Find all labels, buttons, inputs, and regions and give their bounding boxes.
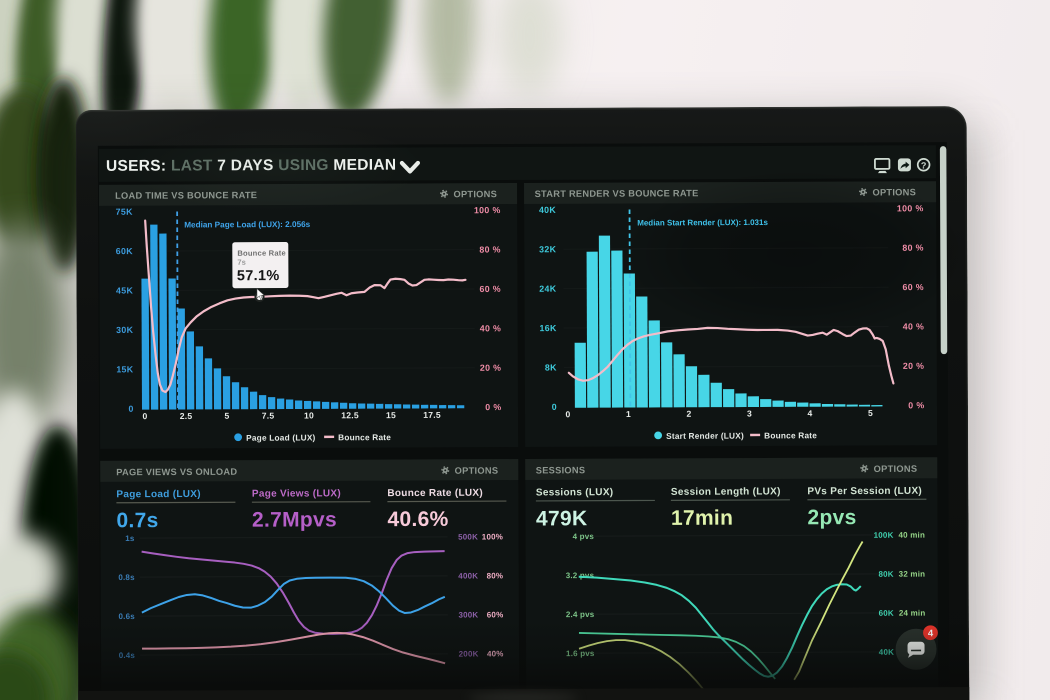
svg-text:479K: 479K <box>536 507 588 530</box>
svg-text:32K: 32K <box>539 244 557 254</box>
svg-text:40 %: 40 % <box>480 323 501 333</box>
svg-text:500K: 500K <box>458 532 478 541</box>
svg-text:Bounce Rate: Bounce Rate <box>338 432 391 442</box>
svg-text:?: ? <box>921 160 927 170</box>
svg-text:40K: 40K <box>539 205 557 215</box>
svg-text:1: 1 <box>626 409 631 419</box>
svg-text:0.8s: 0.8s <box>118 573 135 582</box>
svg-text:60 %: 60 % <box>479 284 500 294</box>
svg-text:60K: 60K <box>879 609 894 618</box>
svg-text:0.7s: 0.7s <box>116 509 158 532</box>
svg-text:2: 2 <box>687 409 692 419</box>
svg-text:57.1%: 57.1% <box>237 268 280 284</box>
svg-text:5: 5 <box>868 408 873 418</box>
svg-text:0.6s: 0.6s <box>119 612 136 621</box>
svg-text:12.5: 12.5 <box>341 410 359 420</box>
svg-text:OPTIONS: OPTIONS <box>453 189 497 199</box>
svg-text:80 %: 80 % <box>902 243 923 253</box>
svg-text:17.5: 17.5 <box>423 410 441 420</box>
svg-text:0 %: 0 % <box>485 402 501 412</box>
svg-text:75K: 75K <box>116 207 134 217</box>
svg-text:60K: 60K <box>116 246 134 256</box>
svg-text:7.5: 7.5 <box>262 411 275 421</box>
svg-text:40 %: 40 % <box>903 321 924 331</box>
svg-text:Page Load (LUX): Page Load (LUX) <box>116 489 201 500</box>
svg-text:3.2 pvs: 3.2 pvs <box>566 571 595 580</box>
svg-text:80 %: 80 % <box>479 244 500 254</box>
svg-text:20 %: 20 % <box>480 363 501 373</box>
svg-text:100 %: 100 % <box>474 205 501 215</box>
svg-text:USERS: LAST 7 DAYS USING MEDIA: USERS: LAST 7 DAYS USING MEDIAN <box>106 157 396 175</box>
svg-text:0: 0 <box>143 411 148 421</box>
svg-text:20 %: 20 % <box>903 361 924 371</box>
svg-text:OPTIONS: OPTIONS <box>455 466 499 476</box>
svg-text:0 %: 0 % <box>908 400 924 410</box>
svg-text:2pvs: 2pvs <box>807 506 856 529</box>
svg-text:Median Page Load (LUX): 2.056s: Median Page Load (LUX): 2.056s <box>184 220 311 230</box>
svg-text:Bounce Rate: Bounce Rate <box>764 430 817 440</box>
svg-text:4 pvs: 4 pvs <box>573 532 595 541</box>
svg-text:Page Views (LUX): Page Views (LUX) <box>252 488 341 499</box>
svg-text:100 %: 100 % <box>897 203 924 213</box>
svg-text:8K: 8K <box>545 362 557 372</box>
svg-text:45K: 45K <box>116 285 134 295</box>
svg-text:Page Load (LUX): Page Load (LUX) <box>246 432 315 442</box>
svg-text:OPTIONS: OPTIONS <box>874 464 918 474</box>
svg-text:10: 10 <box>304 410 314 420</box>
svg-text:4: 4 <box>808 408 813 418</box>
svg-text:Start Render (LUX): Start Render (LUX) <box>666 431 744 441</box>
svg-text:60 %: 60 % <box>902 282 923 292</box>
svg-text:300K: 300K <box>458 610 478 619</box>
svg-text:Session Length (LUX): Session Length (LUX) <box>671 486 781 497</box>
svg-text:Bounce Rate: Bounce Rate <box>237 249 286 258</box>
svg-text:2.7Mpvs: 2.7Mpvs <box>252 508 337 531</box>
svg-text:1s: 1s <box>125 534 135 543</box>
svg-text:60%: 60% <box>487 610 504 619</box>
svg-text:40.6%: 40.6% <box>387 508 448 531</box>
svg-text:0: 0 <box>128 404 133 414</box>
svg-text:80%: 80% <box>487 571 504 580</box>
svg-text:80K: 80K <box>878 570 893 579</box>
svg-text:Sessions (LUX): Sessions (LUX) <box>536 487 614 498</box>
svg-text:3: 3 <box>747 408 752 418</box>
svg-text:16K: 16K <box>539 323 557 333</box>
svg-text:17min: 17min <box>671 507 733 530</box>
svg-text:15: 15 <box>386 410 396 420</box>
svg-text:2.4 pvs: 2.4 pvs <box>566 610 595 619</box>
svg-text:40 min: 40 min <box>898 531 925 540</box>
svg-text:100%: 100% <box>482 532 503 541</box>
svg-text:LOAD TIME VS BOUNCE RATE: LOAD TIME VS BOUNCE RATE <box>115 190 257 201</box>
svg-text:32 min: 32 min <box>899 570 926 579</box>
svg-text:SESSIONS: SESSIONS <box>536 465 586 475</box>
svg-text:100K: 100K <box>874 531 894 540</box>
svg-text:PAGE VIEWS VS ONLOAD: PAGE VIEWS VS ONLOAD <box>116 467 237 478</box>
svg-text:START RENDER VS BOUNCE RATE: START RENDER VS BOUNCE RATE <box>535 188 699 199</box>
svg-text:2.5: 2.5 <box>180 411 193 421</box>
svg-text:24 min: 24 min <box>899 609 926 618</box>
svg-text:Median Start Render (LUX): 1.0: Median Start Render (LUX): 1.031s <box>637 218 768 228</box>
svg-text:PVs Per Session (LUX): PVs Per Session (LUX) <box>807 486 922 498</box>
svg-text:OPTIONS: OPTIONS <box>872 187 916 197</box>
svg-text:Bounce Rate (LUX): Bounce Rate (LUX) <box>387 488 483 499</box>
svg-text:7s: 7s <box>237 258 245 267</box>
svg-text:24K: 24K <box>539 284 557 294</box>
svg-text:0: 0 <box>552 402 557 412</box>
svg-text:400K: 400K <box>458 571 478 580</box>
svg-text:5: 5 <box>225 411 230 421</box>
svg-text:0: 0 <box>566 409 571 419</box>
svg-text:30K: 30K <box>116 325 134 335</box>
svg-text:15K: 15K <box>116 364 134 374</box>
